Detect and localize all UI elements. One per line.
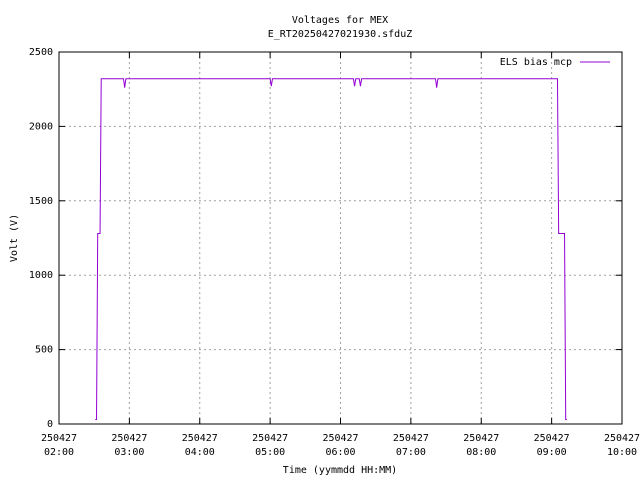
x-tick-label: 250427 02:00 [41, 433, 77, 458]
y-tick-label: 2500 [29, 47, 53, 58]
y-tick-label: 2000 [29, 121, 53, 132]
x-tick-label: 250427 08:00 [463, 433, 499, 458]
y-tick-label: 1500 [29, 196, 53, 207]
x-tick-label: 250427 10:00 [604, 433, 640, 458]
x-tick-label: 250427 04:00 [182, 433, 218, 458]
legend-label: ELS bias mcp [500, 57, 572, 68]
chart-title: Voltages for MEX [292, 15, 388, 26]
y-tick-label: 1000 [29, 270, 53, 281]
x-tick-label: 250427 07:00 [393, 433, 429, 458]
x-tick-label: 250427 03:00 [111, 433, 147, 458]
x-axis-label: Time (yymmdd HH:MM) [283, 465, 397, 476]
x-tick-label: 250427 09:00 [534, 433, 570, 458]
plot-frame [58, 51, 623, 425]
y-axis-label: Volt (V) [9, 214, 20, 262]
x-tick-label: 250427 06:00 [322, 433, 358, 458]
y-tick-label: 0 [47, 419, 53, 430]
data-line [95, 78, 567, 421]
chart-subtitle: E_RT20250427021930.sfduZ [268, 29, 413, 40]
x-tick-label: 250427 05:00 [252, 433, 288, 458]
y-tick-label: 500 [35, 345, 53, 356]
